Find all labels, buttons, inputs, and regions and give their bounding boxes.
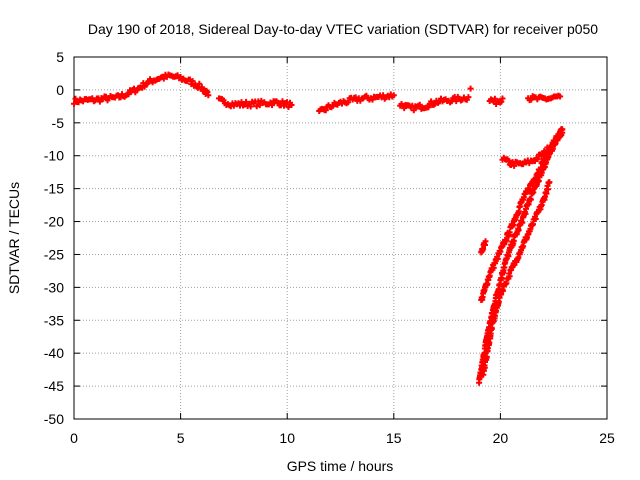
x-tick-label: 5 [177, 430, 185, 446]
x-tick-label: 25 [599, 430, 615, 446]
y-tick-label: -35 [44, 312, 64, 328]
data-point [425, 104, 432, 111]
data-point [247, 103, 254, 110]
x-tick-label: 10 [279, 430, 295, 446]
y-tick-label: -5 [52, 115, 65, 131]
data-point [465, 94, 472, 101]
y-tick-label: -50 [44, 411, 64, 427]
y-tick-label: -25 [44, 246, 64, 262]
data-point [345, 99, 352, 106]
data-point [488, 325, 495, 332]
y-tick-label: -20 [44, 214, 64, 230]
data-point [498, 98, 505, 105]
data-point [205, 92, 212, 99]
data-point [428, 98, 435, 105]
data-point [503, 237, 510, 244]
y-tick-label: -15 [44, 181, 64, 197]
y-tick-label: -30 [44, 279, 64, 295]
y-tick-label: -40 [44, 345, 64, 361]
data-point [506, 229, 513, 236]
data-point [269, 102, 275, 109]
data-point [545, 186, 551, 193]
data-point [534, 156, 541, 163]
y-tick-label: 5 [56, 49, 64, 65]
data-point [410, 107, 417, 114]
y-axis-label: SDTVAR / TECUs [6, 182, 22, 294]
data-point [196, 80, 203, 87]
data-point [532, 216, 539, 222]
data-point [467, 85, 474, 92]
data-point [506, 273, 513, 280]
data-point [483, 353, 490, 360]
data-point [160, 75, 167, 82]
axis-ticks [73, 56, 608, 420]
data-point [527, 196, 534, 203]
data-point [253, 103, 260, 110]
data-point [557, 93, 564, 100]
data-point [288, 102, 295, 108]
data-point [482, 238, 489, 245]
x-axis-label: GPS time / hours [287, 458, 394, 474]
x-tick-label: 15 [386, 430, 402, 446]
plot-frame [73, 56, 608, 420]
data-point [322, 107, 329, 114]
data-point [481, 364, 488, 371]
data-point [390, 92, 397, 99]
data-point [559, 129, 566, 136]
tick-labels: 0 5 10 15 20 25 5 0 -5 -10 -15 -20 -25 -30 -35 -40 -45 -5… [44, 49, 615, 446]
x-tick-label: 20 [493, 430, 509, 446]
data-point [546, 179, 553, 186]
y-tick-label: 0 [56, 82, 64, 98]
data-point [189, 78, 196, 85]
chart-title: Day 190 of 2018, Sidereal Day-to-day VTE… [88, 21, 598, 37]
y-tick-label: -10 [44, 148, 64, 164]
data-point [416, 101, 423, 108]
data-point [499, 95, 506, 102]
data-point [505, 157, 512, 164]
data-points [71, 71, 566, 386]
y-tick-label: -45 [44, 378, 64, 394]
x-tick-label: 0 [70, 430, 78, 446]
data-point [494, 256, 501, 262]
data-point [519, 219, 526, 226]
data-point [511, 162, 518, 169]
